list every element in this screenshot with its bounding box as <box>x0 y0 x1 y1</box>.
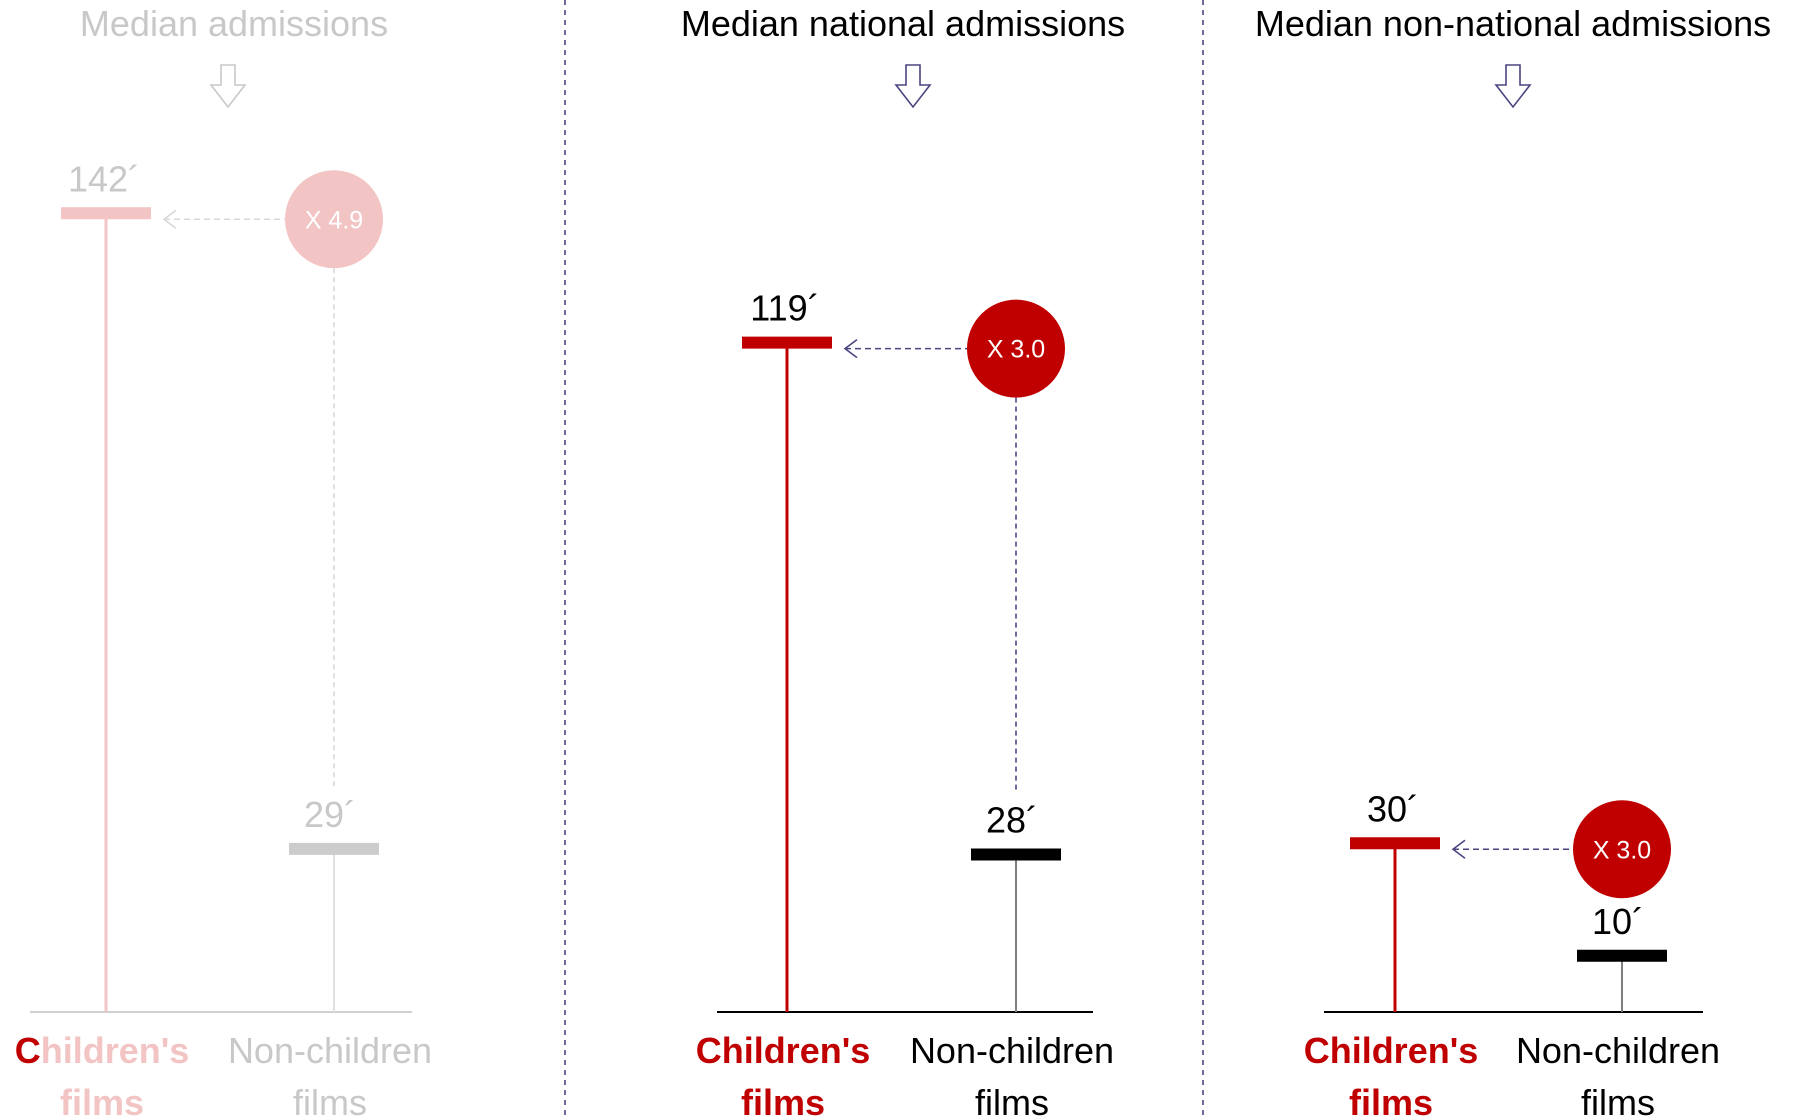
panel-title: Median non-national admissions <box>1255 3 1771 44</box>
ratio-label: X 4.9 <box>305 206 363 234</box>
category-label-children: Children's films <box>15 1030 190 1120</box>
bar-cap-children <box>1350 837 1440 850</box>
category-label-non-children: Non-children films <box>910 1030 1114 1120</box>
category-label-rest: hildren's <box>41 1030 190 1071</box>
bar-cap-non-children <box>1577 949 1667 962</box>
category-label-line: Children's <box>15 1030 190 1071</box>
ratio-label: X 3.0 <box>987 336 1045 364</box>
value-label-children: 119´ <box>750 288 819 329</box>
bar-cap-non-children <box>971 848 1061 861</box>
down-arrow-icon <box>894 64 932 109</box>
category-label-line: films <box>293 1082 367 1120</box>
panel-title: Median national admissions <box>681 3 1125 44</box>
category-label-line: Children's <box>1304 1030 1479 1071</box>
category-label-line: films <box>741 1082 825 1120</box>
panel-3: Median non-national admissions 30´ 10´ X 3.… <box>1255 3 1771 1120</box>
category-label-initial: C <box>15 1030 41 1071</box>
category-label-children: Children's films <box>696 1030 871 1120</box>
panel-title: Median admissions <box>80 3 388 44</box>
bar-cap-children <box>61 207 151 220</box>
down-arrow-icon <box>1494 64 1532 109</box>
category-label-line: Non-children <box>1516 1030 1720 1071</box>
panel-1: Median admissions 142´ 29´ X 4.9 Children's f… <box>15 3 432 1120</box>
category-label-line: films <box>60 1082 144 1120</box>
connector-arrowhead-icon <box>843 338 858 359</box>
connector-arrowhead-icon <box>162 209 177 229</box>
ratio-circle <box>285 170 383 269</box>
value-label-non-children: 29´ <box>304 794 356 835</box>
value-label-children: 142´ <box>68 158 140 199</box>
connector-arrowhead-icon <box>1451 839 1466 859</box>
category-label-line: films <box>1349 1082 1433 1120</box>
category-label-line: Non-children <box>228 1030 432 1071</box>
category-label-line: Children's <box>696 1030 871 1071</box>
ratio-circle <box>967 299 1065 398</box>
category-label-line: Non-children <box>910 1030 1114 1071</box>
category-label-children: Children's films <box>1304 1030 1479 1120</box>
value-label-non-children: 28´ <box>986 800 1038 841</box>
category-label-line: films <box>975 1082 1049 1120</box>
value-label-non-children: 10´ <box>1592 901 1644 942</box>
bar-cap-non-children <box>289 842 379 855</box>
down-arrow-icon <box>209 64 247 109</box>
ratio-circle <box>1573 800 1671 899</box>
category-label-non-children: Non-children films <box>1516 1030 1720 1120</box>
ratio-label: X 3.0 <box>1593 836 1651 864</box>
value-label-children: 30´ <box>1367 788 1419 829</box>
category-label-line: films <box>1581 1082 1655 1120</box>
panel-2: Median national admissions 119´ 28´ X 3.0 Ch… <box>681 3 1125 1120</box>
bar-cap-children <box>742 336 832 349</box>
category-label-non-children: Non-children films <box>228 1030 432 1120</box>
